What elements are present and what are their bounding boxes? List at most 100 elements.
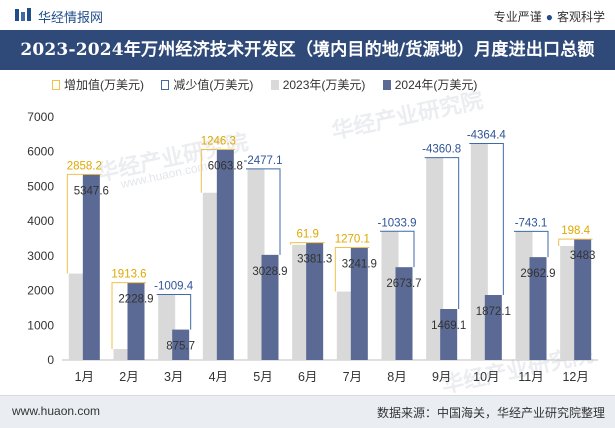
change-label: -1033.9 [377,217,416,229]
x-tick-label: 5月 [253,370,272,384]
huajing-logo-icon [15,8,31,21]
legend-item-increase: 增加值(万美元) [52,76,144,93]
change-label: 2858.2 [67,160,102,172]
tagline-left: 专业严谨 [493,10,542,24]
footer-site: www.huaon.com [12,404,101,418]
legend-item-2023: 2023年(万美元) [270,76,366,93]
change-label: 1270.1 [335,233,370,245]
x-tick-label: 2月 [119,370,138,384]
title-bar: 2023-2024年万州经济技术开发区（境内目的地/货源地）月度进出口总额 [0,30,615,70]
change-label: 61.9 [296,229,318,241]
increase-bracket [558,238,593,246]
chart-legend: 增加值(万美元) 减少值(万美元) 2023年(万美元) 2024年(万美元) [52,76,491,92]
value-label-2024: 3483 [570,250,596,262]
bar-2023 [113,349,131,360]
x-tick-label: 1月 [75,370,94,384]
change-label: -4360.8 [422,144,461,156]
value-label-2024: 2228.9 [118,294,153,306]
tagline: 专业严谨 ● 客观科学 [494,8,605,25]
bar-2023 [426,157,444,360]
bar-2024 [529,257,547,360]
bar-2023 [381,231,399,360]
x-tick-label: 6月 [298,370,317,384]
bar-2024 [484,295,502,360]
bar-2024 [216,149,234,360]
bar-2023 [336,291,354,360]
bar-2023 [515,231,533,360]
legend-item-decrease: 减少值(万美元) [161,76,253,93]
bar-2024 [172,329,190,360]
legend-label-2023: 2023年(万美元) [282,78,366,92]
x-tick-label: 9月 [432,370,451,384]
change-label: -4364.4 [467,130,507,142]
bar-2024 [306,242,324,360]
change-label: 1246.3 [201,135,236,147]
x-tick-label: 4月 [209,370,228,384]
legend-swatch-decrease [161,80,170,90]
value-label-2024: 3381.3 [297,254,332,266]
bar-2023 [560,245,578,360]
legend-swatch-increase [52,80,60,90]
bar-2024 [82,174,100,360]
value-label-2024: 1872.1 [476,306,511,318]
legend-label-increase: 增加值(万美元) [64,78,144,92]
bar-chart: 0 1000 2000 3000 4000 5000 6000 7000 2858.2 5347.… [27,110,598,384]
y-tick-label: 7000 [27,110,54,124]
bar-2024 [395,267,413,360]
y-tick-label: 0 [47,353,54,367]
y-tick-label: 2000 [27,284,54,298]
tagline-separator-icon: ● [545,10,553,24]
change-label: -1009.4 [154,281,194,293]
value-label-2024: 2673.7 [386,278,421,290]
legend-label-2024: 2024年(万美元) [394,78,478,92]
increase-bracket [111,282,146,350]
decrease-bracket [380,230,415,268]
y-tick-label: 4000 [27,214,54,228]
brand-name: 华经情报网 [38,10,104,25]
x-tick-label: 12月 [562,370,588,384]
x-tick-label: 11月 [518,370,543,384]
decrease-bracket [246,168,281,255]
y-tick-label: 3000 [27,249,54,263]
change-label: -2477.1 [243,155,282,167]
decrease-bracket [469,143,504,296]
legend-item-2024: 2024年(万美元) [382,76,478,93]
bar-2023 [470,143,488,360]
increase-bracket [290,242,325,245]
bar-2023 [292,244,310,360]
tagline-right: 客观科学 [556,10,605,24]
legend-label-decrease: 减少值(万美元) [173,78,254,92]
change-label: -743.1 [515,217,548,229]
change-label: 1913.6 [111,269,146,281]
chart-title: 2023-2024年万州经济技术开发区（境内目的地/货源地）月度进出口总额 [20,40,595,60]
increase-bracket [200,149,236,193]
top-bar: 华经情报网 专业严谨 ● 客观科学 [0,0,615,30]
y-tick-label: 5000 [27,179,54,193]
decrease-bracket [514,230,549,258]
value-label-2024: 1469.1 [431,320,466,332]
y-tick-label: 1000 [27,318,54,332]
value-label-2024: 3241.9 [342,258,377,270]
change-label: 198.4 [561,225,590,237]
bar-2024 [574,239,592,360]
decrease-bracket [156,294,192,330]
increase-bracket [334,246,370,292]
bar-2023 [202,192,220,360]
bar-2023 [247,168,265,360]
bar-2024 [350,247,368,360]
decrease-bracket [424,157,460,310]
increase-bracket [66,173,102,274]
legend-swatch-2023 [270,80,279,90]
bar-2024 [440,309,458,360]
x-tick-label: 7月 [343,370,362,384]
legend-swatch-2024 [382,80,391,90]
value-label-2024: 2962.9 [520,268,555,280]
value-label-2024: 6063.8 [208,160,243,172]
bar-2024 [261,254,279,360]
bar-2023 [68,273,86,360]
bar-2024 [127,282,145,360]
footer-source: 数据来源：中国海关，华经产业研究院整理 [376,406,605,420]
bar-2023 [158,294,176,360]
y-tick-label: 6000 [27,145,54,159]
